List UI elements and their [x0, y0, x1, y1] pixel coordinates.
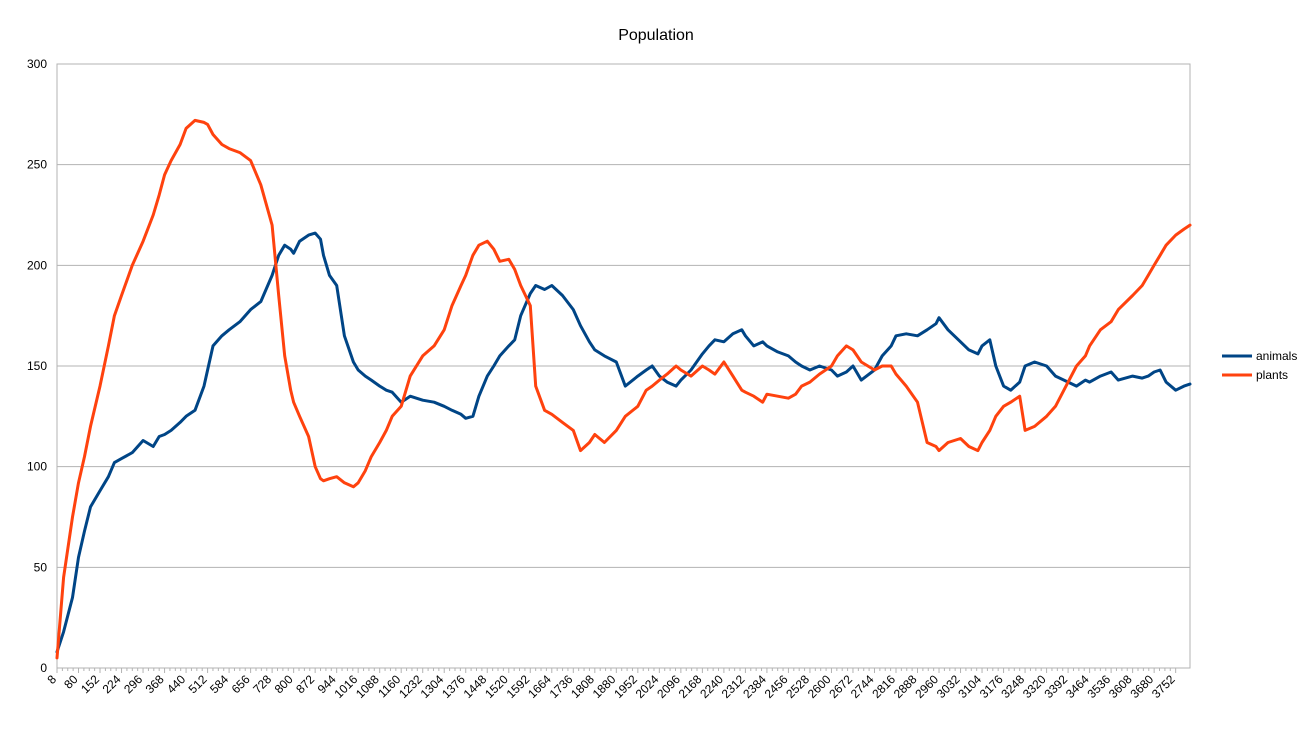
- x-tick-label: 2240: [697, 672, 726, 701]
- x-tick-label: 2456: [762, 672, 791, 701]
- x-tick-label: 3608: [1106, 672, 1135, 701]
- x-tick-label: 512: [186, 672, 210, 696]
- x-tick-label: 1016: [332, 672, 361, 701]
- x-tick-label: 1232: [396, 672, 425, 701]
- legend-label-plants: plants: [1256, 368, 1288, 382]
- x-tick-label: 2600: [805, 672, 834, 701]
- x-tick-label: 2096: [654, 672, 683, 701]
- legend: animals plants: [1222, 349, 1297, 382]
- x-axis-ticks: 8 801522242963684405125846567288008729441…: [44, 668, 1178, 701]
- x-tick-label: 2168: [676, 672, 705, 701]
- y-tick-label: 200: [27, 258, 47, 272]
- x-tick-label: 2312: [719, 672, 748, 701]
- x-tick-label: 80: [61, 672, 81, 692]
- x-tick-label: 1736: [547, 672, 576, 701]
- series-lines: [55, 118, 1192, 660]
- x-tick-label: 2960: [912, 672, 941, 701]
- y-axis-ticks: 0 50 100 150 200 250 300: [27, 57, 47, 675]
- x-tick-label: 368: [143, 672, 167, 696]
- x-tick-label: 800: [272, 672, 296, 696]
- x-tick-label: 2888: [891, 672, 920, 701]
- x-tick-label: 1160: [375, 672, 403, 700]
- gridlines: [56, 63, 1191, 669]
- x-tick-label: 2384: [740, 672, 769, 701]
- x-tick-label: 1520: [482, 672, 511, 701]
- x-tick-label: 1880: [590, 672, 619, 701]
- legend-entry-plants: plants: [1222, 368, 1288, 382]
- x-tick-label: 1304: [418, 672, 447, 701]
- x-tick-label: 224: [100, 672, 124, 696]
- series-line-plants: [55, 118, 1192, 660]
- x-tick-label: 3248: [998, 672, 1027, 701]
- x-tick-label: 3752: [1149, 672, 1178, 701]
- x-tick-label: 3104: [955, 672, 984, 701]
- x-tick-label: 2024: [633, 672, 662, 701]
- x-tick-label: 656: [229, 672, 253, 696]
- x-tick-label: 3320: [1020, 672, 1049, 701]
- x-tick-label: 1448: [461, 672, 490, 701]
- x-tick-label: 3176: [977, 672, 1006, 701]
- x-tick-label: 2816: [869, 672, 898, 701]
- x-tick-label: 1664: [525, 672, 554, 701]
- x-tick-label: 3392: [1041, 672, 1070, 701]
- x-tick-label: 2672: [826, 672, 855, 701]
- x-tick-label: 440: [164, 672, 188, 696]
- chart-title: Population: [618, 27, 694, 44]
- x-tick-label: 584: [207, 672, 231, 696]
- x-tick-label: 3464: [1063, 672, 1092, 701]
- x-tick-label: 1808: [568, 672, 597, 701]
- x-tick-label: 872: [293, 672, 317, 696]
- y-tick-label: 100: [27, 460, 47, 474]
- y-tick-label: 250: [27, 158, 47, 172]
- x-tick-label: 1592: [504, 672, 533, 701]
- legend-entry-animals: animals: [1222, 349, 1297, 363]
- x-tick-label: 2744: [848, 672, 877, 701]
- legend-label-animals: animals: [1256, 349, 1297, 363]
- x-tick-label: 296: [121, 672, 145, 696]
- x-tick-label: 3536: [1084, 672, 1113, 701]
- series-line-animals: [55, 231, 1192, 654]
- x-tick-label: 3032: [934, 672, 963, 701]
- y-tick-label: 50: [34, 560, 48, 574]
- x-tick-label: 2528: [783, 672, 812, 701]
- y-tick-label: 150: [27, 359, 47, 373]
- x-tick-label: 3680: [1127, 672, 1156, 701]
- x-tick-label: 1088: [353, 672, 382, 701]
- x-tick-label: 152: [78, 672, 102, 696]
- x-tick-label: 1952: [611, 672, 640, 701]
- y-tick-label: 300: [27, 57, 47, 71]
- x-tick-label: 728: [250, 672, 274, 696]
- y-tick-label: 0: [40, 661, 47, 675]
- x-tick-label: 1376: [439, 672, 468, 701]
- x-tick-label: 8: [44, 672, 59, 687]
